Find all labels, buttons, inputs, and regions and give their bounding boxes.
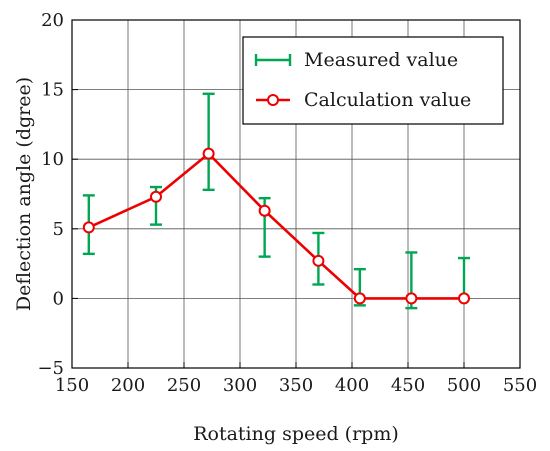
x-tick-label: 250 <box>167 375 201 396</box>
legend-label-calculation: Calculation value <box>304 89 471 111</box>
legend-swatch-calculation <box>256 94 290 106</box>
y-tick-label: 10 <box>41 149 64 170</box>
y-tick-label: 5 <box>53 219 64 240</box>
tick-labels: 150 200 250 300 350 400 450 500 550 −5 0 5 10 15 20 <box>37 10 537 396</box>
error-bar <box>202 92 215 192</box>
legend: Measured value Calculation value <box>242 36 504 125</box>
legend-box <box>242 36 504 125</box>
y-tick-label: 0 <box>53 288 64 309</box>
calculation-point <box>82 221 95 234</box>
x-tick-label: 150 <box>55 375 89 396</box>
legend-marker <box>267 94 279 106</box>
x-tick-label: 200 <box>111 375 145 396</box>
plot-frame <box>71 19 521 369</box>
calculation-point <box>312 254 325 267</box>
y-axis-title: Deflection angle (dgree) <box>13 77 35 311</box>
y-tick-label: 20 <box>41 10 64 31</box>
calculation-point <box>202 147 215 160</box>
y-tick-label: 15 <box>41 80 64 101</box>
calculation-line <box>88 152 464 300</box>
data-layer <box>82 92 470 310</box>
x-tick-label: 300 <box>223 375 257 396</box>
calculation-point <box>353 292 366 305</box>
calculation-point <box>405 292 418 305</box>
x-tick-label: 550 <box>503 375 537 396</box>
calculation-point <box>458 292 470 305</box>
x-tick-label: 450 <box>391 375 425 396</box>
error-bar <box>458 256 470 300</box>
x-tick-label: 500 <box>447 375 481 396</box>
calculation-point <box>150 190 162 203</box>
x-axis-title: Rotating speed (rpm) <box>193 423 399 445</box>
legend-label-measured: Measured value <box>304 49 458 71</box>
x-tick-label: 350 <box>279 375 313 396</box>
calculation-point <box>258 204 271 217</box>
x-tick-label: 400 <box>335 375 369 396</box>
legend-swatch-measured <box>254 54 292 66</box>
y-tick-label: −5 <box>37 358 64 379</box>
